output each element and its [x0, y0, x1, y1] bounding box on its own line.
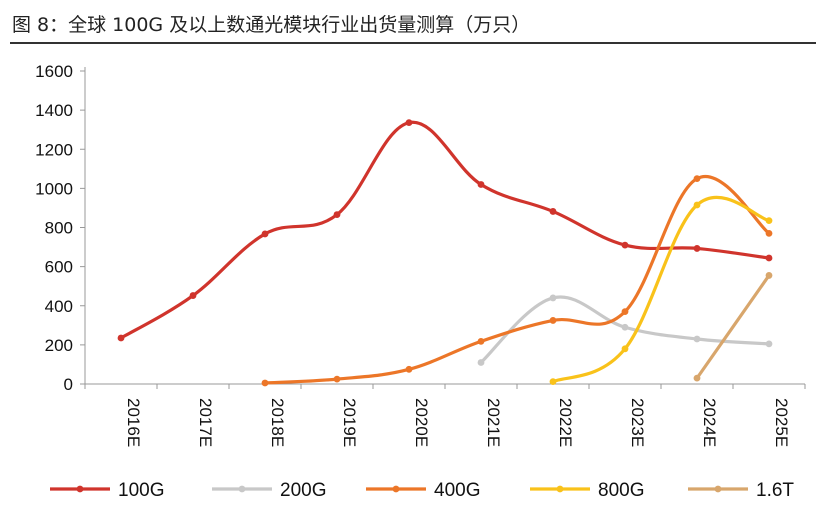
data-point-800g	[621, 345, 629, 353]
legend-label-800g: 800G	[598, 480, 644, 501]
data-point-200g	[477, 359, 485, 366]
series-layer	[117, 119, 773, 387]
data-point-200g	[549, 294, 557, 302]
series-line-200g	[479, 295, 771, 365]
y-tick-label: 800	[45, 219, 73, 238]
series-line-1-6t	[695, 273, 771, 380]
data-point-100g	[261, 230, 269, 238]
y-tick-label: 600	[45, 258, 73, 277]
title-divider	[10, 42, 816, 44]
legend-label-400g: 400G	[434, 480, 480, 501]
data-point-800g	[765, 217, 773, 225]
legend-label-100g: 100G	[118, 480, 164, 501]
legend-label-200g: 200G	[280, 480, 326, 501]
data-point-100g	[189, 292, 197, 299]
x-tick-label: 2018E	[268, 398, 287, 447]
x-tick-label: 2022E	[556, 398, 575, 447]
data-point-400g	[477, 337, 485, 345]
data-point-100g	[117, 334, 125, 342]
legend-marker-800g	[556, 485, 564, 493]
data-point-200g	[693, 335, 701, 343]
data-point-400g	[621, 308, 629, 316]
data-point-100g	[693, 245, 701, 252]
data-point-400g	[765, 229, 773, 237]
data-point-400g	[333, 375, 341, 383]
data-point-100g	[333, 211, 341, 218]
legend-marker-200g	[238, 485, 246, 493]
data-point-200g	[621, 323, 629, 331]
data-point-1-6t	[693, 374, 701, 382]
data-point-400g	[549, 317, 557, 324]
data-point-100g	[477, 181, 485, 188]
x-tick-label: 2017E	[196, 398, 215, 447]
y-tick-label: 0	[64, 375, 73, 394]
y-tick-label: 200	[45, 336, 73, 355]
x-tick-label: 2024E	[700, 398, 719, 447]
data-point-800g	[549, 378, 557, 386]
legend-marker-100g	[76, 485, 84, 493]
y-tick-label: 1200	[35, 140, 73, 159]
x-tick-label: 2021E	[484, 398, 503, 447]
legend: 100G 200G 400G 800G 1.6T	[50, 480, 794, 501]
data-point-400g	[261, 379, 269, 387]
data-point-400g	[405, 365, 413, 373]
y-tick-label: 400	[45, 297, 73, 316]
data-point-100g	[621, 241, 629, 249]
x-tick-label: 2023E	[628, 398, 647, 447]
data-point-400g	[693, 175, 701, 182]
y-tick-label: 1000	[35, 179, 73, 198]
series-line-100g	[119, 120, 771, 340]
series-line-800g	[551, 195, 771, 384]
data-point-100g	[405, 119, 413, 127]
legend-label-1-6t: 1.6T	[756, 480, 794, 501]
data-point-800g	[693, 201, 701, 209]
x-tick-label: 2016E	[124, 398, 143, 447]
y-tick-label: 1600	[35, 62, 73, 81]
data-point-100g	[549, 208, 557, 215]
legend-marker-400g	[392, 485, 400, 493]
legend-marker-1-6t	[714, 485, 722, 493]
x-tick-label: 2019E	[340, 398, 359, 447]
y-tick-label: 1400	[35, 101, 73, 120]
data-point-1-6t	[765, 272, 773, 279]
axes: 0 200 400 600 800 1000 1200 1400 1600 2016E 2017E 2…	[35, 62, 806, 447]
data-point-100g	[765, 254, 773, 262]
data-point-200g	[765, 340, 773, 348]
figure-title: 图 8：全球 100G 及以上数通光模块行业出货量测算（万只）	[12, 14, 531, 36]
x-tick-label: 2025E	[772, 398, 791, 447]
x-tick-label: 2020E	[412, 398, 431, 447]
